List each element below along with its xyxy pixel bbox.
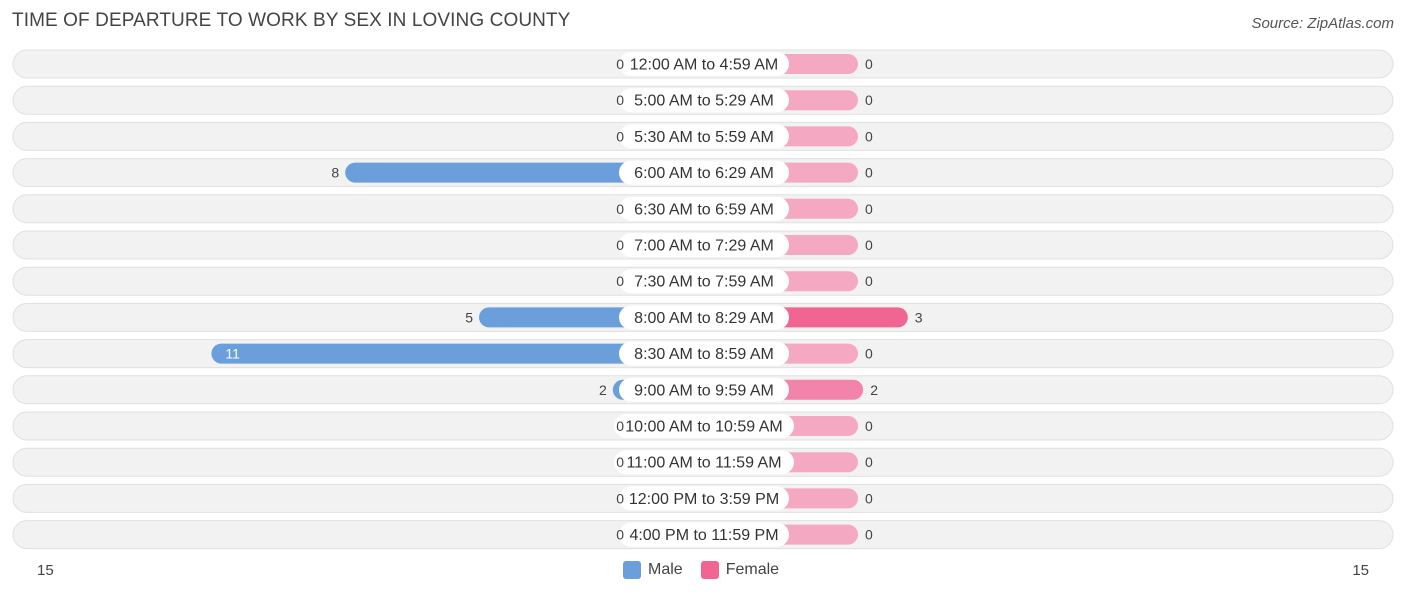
female-value-label: 0 — [865, 273, 873, 289]
male-value-label: 8 — [331, 165, 339, 181]
male-value-label: 0 — [616, 527, 624, 543]
category-label: 11:00 AM to 11:59 AM — [626, 455, 781, 472]
female-value-label: 0 — [865, 346, 873, 362]
category-label-pill — [619, 196, 789, 221]
category-label-pill — [614, 414, 794, 438]
male-value-label: 5 — [465, 309, 473, 325]
female-value-label: 0 — [865, 237, 873, 253]
legend-label-male: Male — [648, 561, 683, 578]
category-label: 12:00 PM to 3:59 PM — [629, 491, 779, 508]
category-label-pill — [619, 522, 789, 547]
axis-max-label: 15 — [1352, 562, 1369, 579]
category-label-pill — [619, 88, 789, 113]
female-value-label: 0 — [865, 527, 873, 543]
female-value-label: 2 — [870, 382, 878, 398]
male-value-label: 0 — [616, 92, 624, 108]
legend-item-male: Male — [623, 561, 683, 579]
male-bar — [211, 343, 702, 364]
male-value-label: 0 — [616, 128, 624, 144]
category-label-pill — [619, 377, 789, 402]
female-value-label: 0 — [865, 165, 873, 181]
male-value-label: 2 — [599, 382, 607, 398]
category-label: 9:00 AM to 9:59 AM — [634, 382, 774, 399]
category-label: 12:00 AM to 4:59 AM — [630, 57, 779, 74]
male-value-label: 0 — [616, 490, 624, 506]
category-label-pill — [619, 233, 789, 257]
category-label: 5:00 AM to 5:29 AM — [634, 93, 774, 110]
chart-title: TIME OF DEPARTURE TO WORK BY SEX IN LOVI… — [12, 10, 571, 31]
category-label: 7:30 AM to 7:59 AM — [634, 274, 774, 291]
category-label-pill — [619, 486, 789, 511]
category-label-pill — [619, 305, 789, 330]
legend-item-female: Female — [700, 561, 780, 579]
male-value-label: 0 — [616, 56, 624, 72]
female-value-label: 0 — [865, 128, 873, 144]
female-value-label: 3 — [915, 309, 923, 325]
source-credit: Source: ZipAtlas.com — [1251, 15, 1394, 32]
female-value-label: 0 — [865, 490, 873, 506]
legend: Male Female — [623, 561, 797, 579]
category-label: 4:00 PM to 11:59 PM — [629, 527, 778, 544]
female-value-label: 0 — [865, 454, 873, 470]
category-label: 6:00 AM to 6:29 AM — [634, 165, 774, 182]
category-label: 6:30 AM to 6:59 AM — [634, 201, 774, 218]
category-label-pill — [619, 160, 789, 185]
male-value-label: 0 — [616, 201, 624, 217]
female-value-label: 0 — [865, 56, 873, 72]
legend-swatch-female — [700, 561, 719, 579]
axis-min-label: 15 — [37, 562, 54, 579]
male-value-label: 0 — [616, 454, 624, 470]
category-label: 7:00 AM to 7:29 AM — [634, 238, 774, 255]
category-label: 8:30 AM to 8:59 AM — [634, 346, 774, 363]
female-value-label: 0 — [865, 92, 873, 108]
category-label-pill — [619, 341, 789, 366]
category-label-pill — [619, 124, 789, 149]
category-label-pill — [619, 52, 789, 76]
legend-swatch-male — [623, 561, 641, 579]
category-label: 10:00 AM to 10:59 AM — [625, 419, 782, 436]
category-label: 8:00 AM to 8:29 AM — [634, 310, 774, 327]
male-value-label: 0 — [616, 418, 624, 434]
category-label-pill — [619, 269, 789, 294]
category-label-pill — [614, 450, 794, 475]
category-label: 5:30 AM to 5:59 AM — [634, 129, 774, 146]
female-value-label: 0 — [865, 418, 873, 434]
male-value-label: 11 — [225, 346, 240, 362]
female-value-label: 0 — [865, 201, 873, 217]
male-bar — [345, 162, 702, 183]
male-value-label: 0 — [616, 237, 624, 253]
male-value-label: 0 — [616, 273, 624, 289]
legend-label-female: Female — [725, 561, 780, 578]
